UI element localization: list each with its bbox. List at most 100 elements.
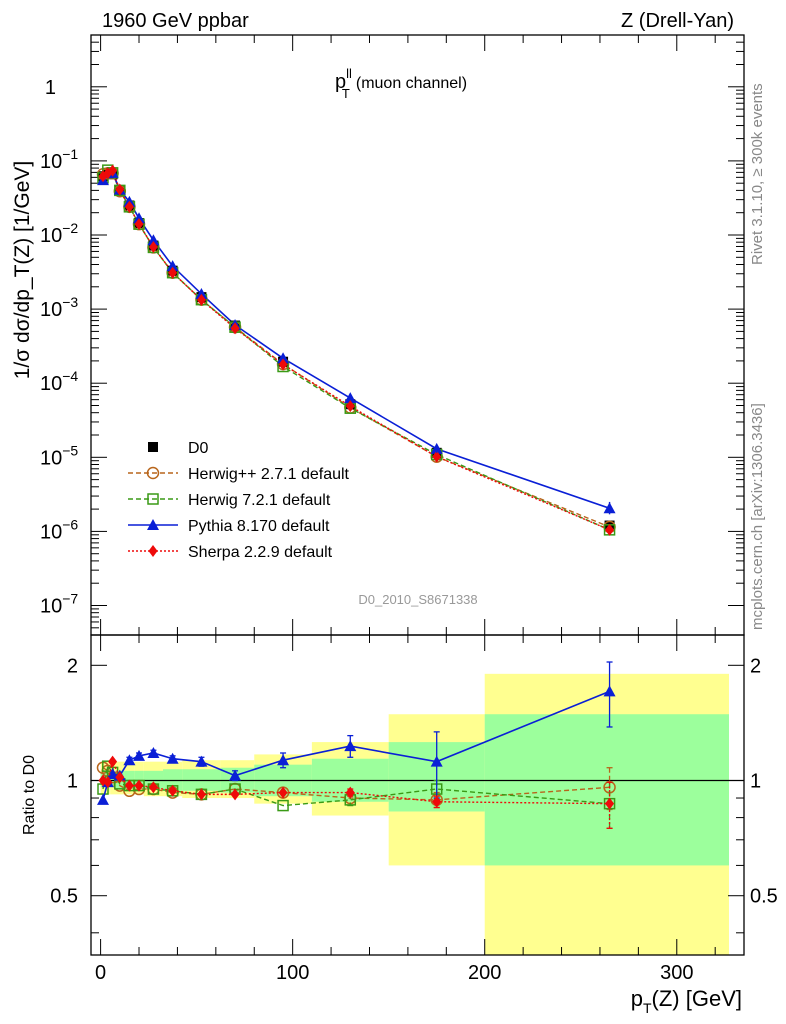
- legend-label-herwig7: Herwig 7.2.1 default: [188, 492, 331, 509]
- markers-data: [98, 167, 615, 531]
- y-tick-label: 10−3: [40, 294, 78, 321]
- point-sherpa: [345, 400, 355, 413]
- legend-entry-herwig7: Herwig 7.2.1 default: [128, 492, 331, 509]
- ratio-point-pythia: [195, 755, 208, 767]
- ratio-point-sherpa: [108, 755, 118, 768]
- ratio-point-pythia: [229, 769, 242, 781]
- series-pythia: [102, 171, 610, 510]
- point-pythia: [166, 260, 179, 272]
- band-inner-bin: [484, 714, 729, 866]
- ratio-point-sherpa: [432, 795, 442, 808]
- point-sherpa: [196, 293, 206, 306]
- ratio-point-sherpa: [230, 788, 240, 801]
- axes-ticks: 1 10−1 10−2 10−3 10−4 10−5 10−6 10−7 0.5 0.5 1 1 2 20…: [40, 34, 778, 984]
- point-sherpa: [108, 164, 118, 177]
- mcplots-label: mcplots.cern.ch [arXiv:1306.3436]: [749, 403, 766, 630]
- ratio-point-pythia: [430, 755, 443, 767]
- ratio-uncertainty-bands: [100, 673, 729, 955]
- band-inner-bin: [110, 772, 116, 788]
- legend-marker-herwigpp: [146, 466, 160, 480]
- point-sherpa: [605, 523, 615, 536]
- ratio-point-pythia: [147, 747, 160, 759]
- markers-sherpa: [98, 164, 615, 536]
- point-sherpa: [124, 200, 134, 213]
- y-axis-label: 1/σ dσ/dp_T(Z) [1/GeV]: [11, 161, 34, 380]
- series-line-pythia: [102, 171, 610, 510]
- point-sherpa: [148, 240, 158, 253]
- point-sherpa: [230, 322, 240, 335]
- point-pythia: [195, 287, 208, 299]
- ratio-point-sherpa: [134, 779, 144, 792]
- header-left: 1960 GeV ppbar: [102, 10, 249, 32]
- ratio-point-pythia: [123, 754, 136, 766]
- ratio-y-tick-label-right: 0.5: [750, 886, 778, 908]
- ratio-y-tick-label: 2: [67, 655, 78, 677]
- ratio-series-sherpa: [98, 755, 615, 829]
- ratio-point-sherpa: [196, 788, 206, 801]
- series-herwigpp: [102, 172, 610, 528]
- legend-label-data: D0: [188, 440, 209, 457]
- point-pythia: [133, 212, 146, 224]
- ratio-point-pythia: [277, 754, 290, 766]
- plot-title-tail: (muon channel): [356, 75, 467, 92]
- x-tick-label: 0: [95, 962, 106, 984]
- point-sherpa: [168, 266, 178, 279]
- point-sherpa: [432, 450, 442, 463]
- legend-label-pythia: Pythia 8.170 default: [188, 518, 330, 535]
- ratio-point-pythia: [97, 793, 110, 805]
- markers-pythia: [97, 166, 616, 514]
- ratio-point-pythia: [344, 740, 357, 752]
- ratio-point-pythia: [166, 752, 179, 764]
- legend-marker-herwig7: [147, 493, 159, 505]
- x-axis-label: pT(Z) [GeV]: [631, 986, 742, 1016]
- ratio-point-sherpa: [278, 786, 288, 799]
- y-tick-label: 10−2: [40, 220, 78, 247]
- y-tick-label: 10−7: [40, 591, 78, 618]
- x-tick-label: 100: [276, 962, 309, 984]
- x-axis-label-main: p: [631, 986, 643, 1011]
- header-right: Z (Drell-Yan): [621, 10, 734, 32]
- point-pythia: [277, 352, 290, 364]
- point-pythia: [344, 392, 357, 404]
- legend-label-herwigpp: Herwig++ 2.7.1 default: [188, 466, 350, 483]
- ratio-y-tick-label: 1: [67, 771, 78, 793]
- legend-entry-sherpa: Sherpa 2.2.9 default: [128, 544, 333, 561]
- y-tick-label: 1: [45, 77, 56, 99]
- legend-entry-herwigpp: Herwig++ 2.7.1 default: [128, 466, 350, 483]
- point-sherpa: [134, 218, 144, 231]
- series-herwig7: [102, 169, 610, 531]
- ratio-point-pythia: [133, 749, 146, 761]
- series-line-sherpa: [102, 169, 610, 531]
- markers-herwigpp: [96, 167, 616, 534]
- ratio-y-tick-label-right: 1: [750, 771, 761, 793]
- legend-marker-sherpa: [148, 545, 158, 557]
- point-pythia: [147, 234, 160, 246]
- ratio-point-sherpa: [168, 784, 178, 797]
- ratio-point-pythia: [603, 685, 616, 697]
- plot-title: pll T (muon channel): [335, 66, 467, 101]
- x-axis-label-tail: (Z) [GeV]: [652, 986, 742, 1011]
- ratio-point-pythia: [106, 767, 119, 779]
- y-tick-label: 10−1: [40, 146, 78, 173]
- plot-title-main: p: [335, 71, 346, 93]
- ratio-y-tick-label: 0.5: [50, 886, 78, 908]
- y-tick-label: 10−5: [40, 442, 78, 469]
- x-axis-label-sub: T: [643, 1000, 652, 1016]
- ratio-y-axis-label: Ratio to D0: [21, 755, 38, 835]
- ratio-point-sherpa: [148, 781, 158, 794]
- legend-marker-pythia: [147, 519, 159, 530]
- y-tick-label: 10−6: [40, 516, 78, 543]
- ratio-frame: [90, 634, 745, 956]
- x-tick-label: 200: [468, 962, 501, 984]
- point-sherpa: [115, 183, 125, 196]
- legend-entry-data: D0: [148, 440, 209, 457]
- legend: D0 Herwig++ 2.7.1 default Herwig 7.2.1 def…: [128, 440, 350, 561]
- ratio-point-sherpa: [605, 797, 615, 810]
- markers-herwig7: [97, 164, 616, 536]
- y-tick-label: 10−4: [40, 368, 78, 395]
- ratio-point-sherpa: [345, 786, 355, 799]
- plot-title-sub: T: [342, 86, 350, 101]
- series-line-herwigpp: [102, 172, 610, 528]
- legend-label-sherpa: Sherpa 2.2.9 default: [188, 544, 333, 561]
